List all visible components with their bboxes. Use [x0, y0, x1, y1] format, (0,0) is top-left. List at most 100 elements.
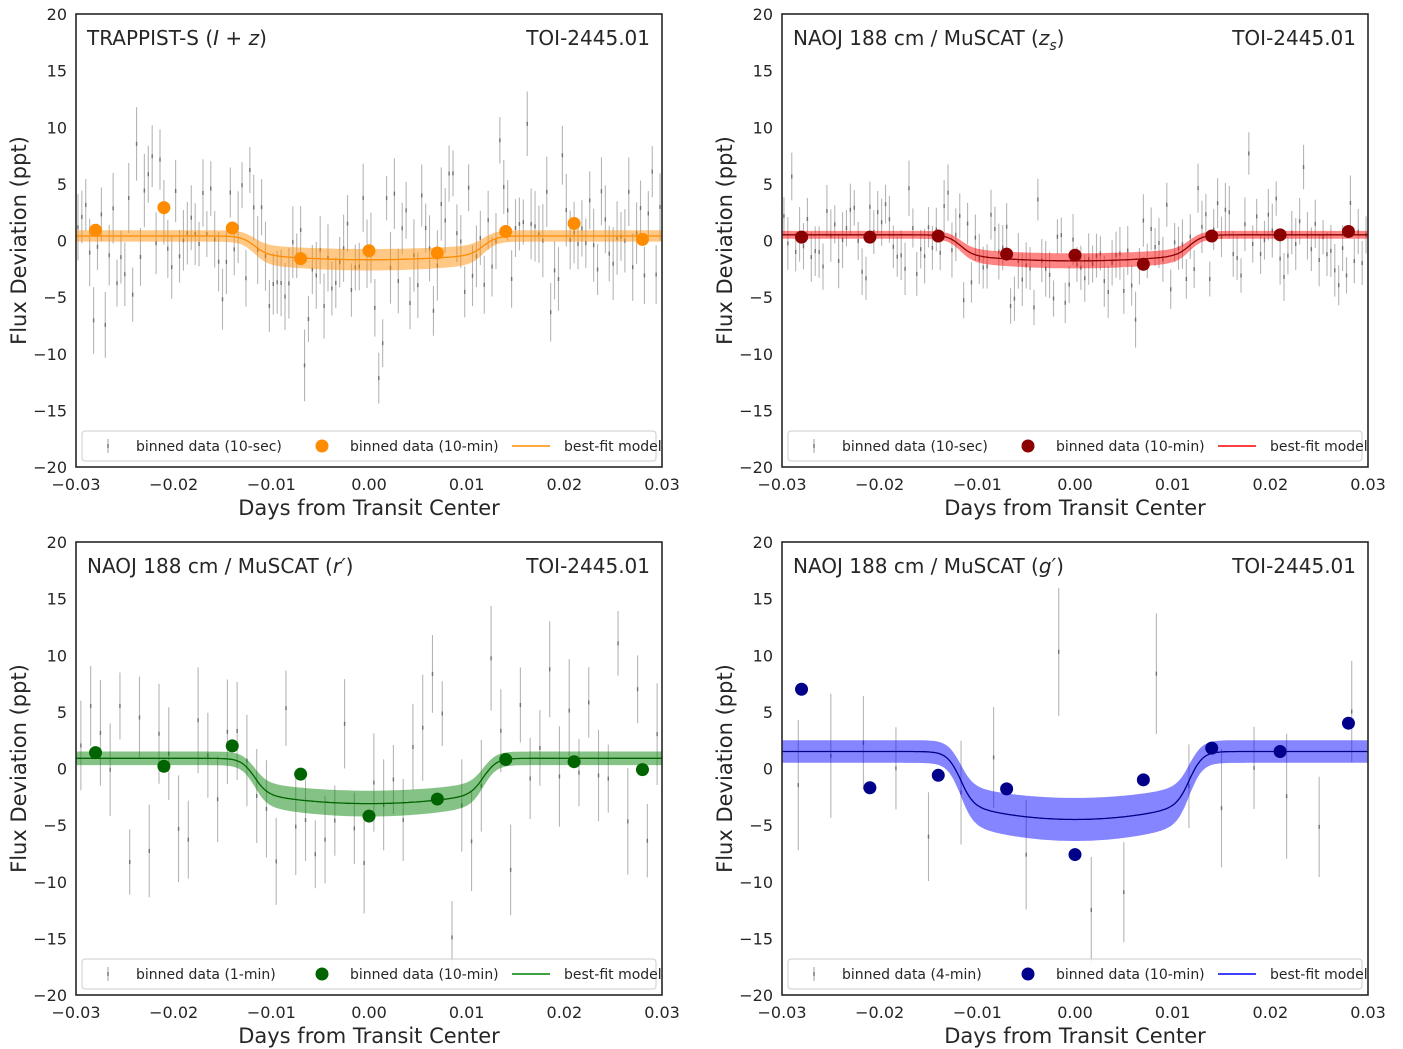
y-tick-label: 0 — [763, 760, 773, 779]
binned-10min-point — [499, 225, 512, 238]
legend-label-fine: binned data (10-sec) — [842, 439, 988, 455]
x-tick-label: −0.01 — [953, 1003, 1002, 1022]
legend-binned-10min-marker — [316, 440, 329, 453]
legend-label-fine: binned data (1-min) — [136, 967, 276, 983]
binned-10min-point — [1342, 717, 1355, 730]
panel-target-label: TOI-2445.01 — [1231, 26, 1356, 50]
legend-label-binned: binned data (10-min) — [1056, 967, 1205, 983]
binned-10min-point — [157, 201, 170, 214]
y-tick-label: −15 — [739, 929, 773, 948]
y-tick-label: 5 — [763, 175, 773, 194]
x-tick-label: 0.00 — [1057, 1003, 1093, 1022]
x-tick-label: 0.02 — [1253, 475, 1289, 494]
y-tick-label: 20 — [753, 533, 773, 552]
y-tick-label: −10 — [33, 873, 67, 892]
panel-top-left: −20 −15 −10 −5 0 5 10 15 20 −0.03 −0.02 −0.01 0.00 0.… — [7, 5, 680, 520]
panel-target-label: TOI-2445.01 — [525, 554, 650, 578]
binned-10min-point — [89, 746, 102, 759]
binned-10min-point — [1274, 745, 1287, 758]
panel-instrument-label: NAOJ 188 cm / MuSCAT (r′) — [87, 554, 353, 578]
legend-label-model: best-fit model — [564, 967, 662, 983]
binned-10min-point — [1000, 248, 1013, 261]
x-axis-label: Days from Transit Center — [944, 1024, 1206, 1048]
x-tick-label: 0.03 — [1350, 475, 1386, 494]
legend-label-fine: binned data (4-min) — [842, 967, 982, 983]
y-tick-label: 15 — [753, 62, 773, 81]
band-close: ) — [1056, 554, 1064, 578]
y-tick-label: 10 — [753, 118, 773, 137]
y-tick-label: 20 — [753, 5, 773, 24]
binned-10min-point — [89, 224, 102, 237]
band-close: ) — [1057, 26, 1065, 50]
x-tick-label: −0.02 — [855, 1003, 904, 1022]
y-axis-label: Flux Deviation (ppt) — [7, 664, 31, 873]
binned-10min-point — [226, 222, 239, 235]
x-tick-label: 0.00 — [351, 1003, 387, 1022]
y-tick-label: 0 — [57, 232, 67, 251]
x-tick-label: 0.00 — [1057, 475, 1093, 494]
y-tick-label: −15 — [33, 929, 67, 948]
band-open: ( — [325, 554, 333, 578]
panel-top-right: −20 −15 −10 −5 0 5 10 15 20 −0.03 −0.02 −0.01 0.00 0.… — [713, 5, 1386, 520]
binned-10min-point — [636, 763, 649, 776]
y-tick-label: −15 — [33, 401, 67, 420]
band-close: ) — [259, 26, 267, 50]
binned-10min-point — [1342, 225, 1355, 238]
x-tick-label: −0.01 — [953, 475, 1002, 494]
plot-area — [782, 132, 1368, 347]
binned-10min-point — [568, 217, 581, 230]
axes-frame — [782, 542, 1368, 995]
binned-10min-point — [795, 683, 808, 696]
binned-10min-point — [294, 252, 307, 265]
legend-label-model: best-fit model — [564, 439, 662, 455]
x-tick-label: 0.01 — [1155, 1003, 1191, 1022]
legend: binned data (10-sec) binned data (10-min)… — [82, 431, 662, 461]
band-open: ( — [1031, 26, 1039, 50]
y-tick-label: −10 — [739, 873, 773, 892]
x-tick-label: −0.03 — [757, 1003, 806, 1022]
x-tick-label: −0.02 — [149, 475, 198, 494]
y-tick-label: 0 — [57, 760, 67, 779]
binned-10min-point — [932, 229, 945, 242]
panel-bottom-right: −20 −15 −10 −5 0 5 10 15 20 −0.03 −0.02 −0.01 0.00 0.… — [713, 533, 1386, 1048]
x-tick-label: −0.03 — [757, 475, 806, 494]
y-tick-label: 5 — [57, 175, 67, 194]
x-tick-label: −0.01 — [247, 475, 296, 494]
binned-10min-point — [636, 233, 649, 246]
y-tick-label: −5 — [749, 288, 773, 307]
legend-label-binned: binned data (10-min) — [350, 967, 499, 983]
x-tick-label: −0.03 — [51, 475, 100, 494]
x-tick-label: 0.01 — [449, 1003, 485, 1022]
binned-10min-point — [1137, 258, 1150, 271]
y-tick-label: 15 — [47, 62, 67, 81]
y-axis-label: Flux Deviation (ppt) — [713, 664, 737, 873]
y-tick-label: −5 — [43, 816, 67, 835]
binned-10min-point — [1205, 229, 1218, 242]
x-tick-label: −0.02 — [149, 1003, 198, 1022]
x-tick-label: 0.02 — [1253, 1003, 1289, 1022]
binned-10min-point — [431, 793, 444, 806]
plot-area — [76, 92, 662, 404]
y-tick-label: −5 — [43, 288, 67, 307]
binned-10min-point — [863, 781, 876, 794]
binned-10min-point — [294, 768, 307, 781]
legend-label-fine: binned data (10-sec) — [136, 439, 282, 455]
y-tick-label: 0 — [763, 232, 773, 251]
x-tick-label: 0.00 — [351, 475, 387, 494]
panel-target-label: TOI-2445.01 — [1231, 554, 1356, 578]
binned-10min-point — [1069, 848, 1082, 861]
panel-bottom-left: −20−15−10−505101520−0.03 −0.02 −0.01 0.00 0.… — [7, 533, 680, 1048]
y-axis-label: Flux Deviation (ppt) — [713, 136, 737, 345]
x-tick-label: −0.01 — [247, 1003, 296, 1022]
x-tick-label: 0.01 — [1155, 475, 1191, 494]
y-tick-label: 10 — [47, 118, 67, 137]
y-tick-label: 15 — [47, 590, 67, 609]
band-letter: r′ — [333, 554, 346, 578]
y-tick-label: 10 — [753, 646, 773, 665]
band-close: ) — [346, 554, 354, 578]
band-plus: + — [219, 26, 248, 50]
legend-binned-10min-marker — [316, 968, 329, 981]
legend-label-binned: binned data (10-min) — [1056, 439, 1205, 455]
legend-label-binned: binned data (10-min) — [350, 439, 499, 455]
binned-10min-point — [431, 246, 444, 259]
